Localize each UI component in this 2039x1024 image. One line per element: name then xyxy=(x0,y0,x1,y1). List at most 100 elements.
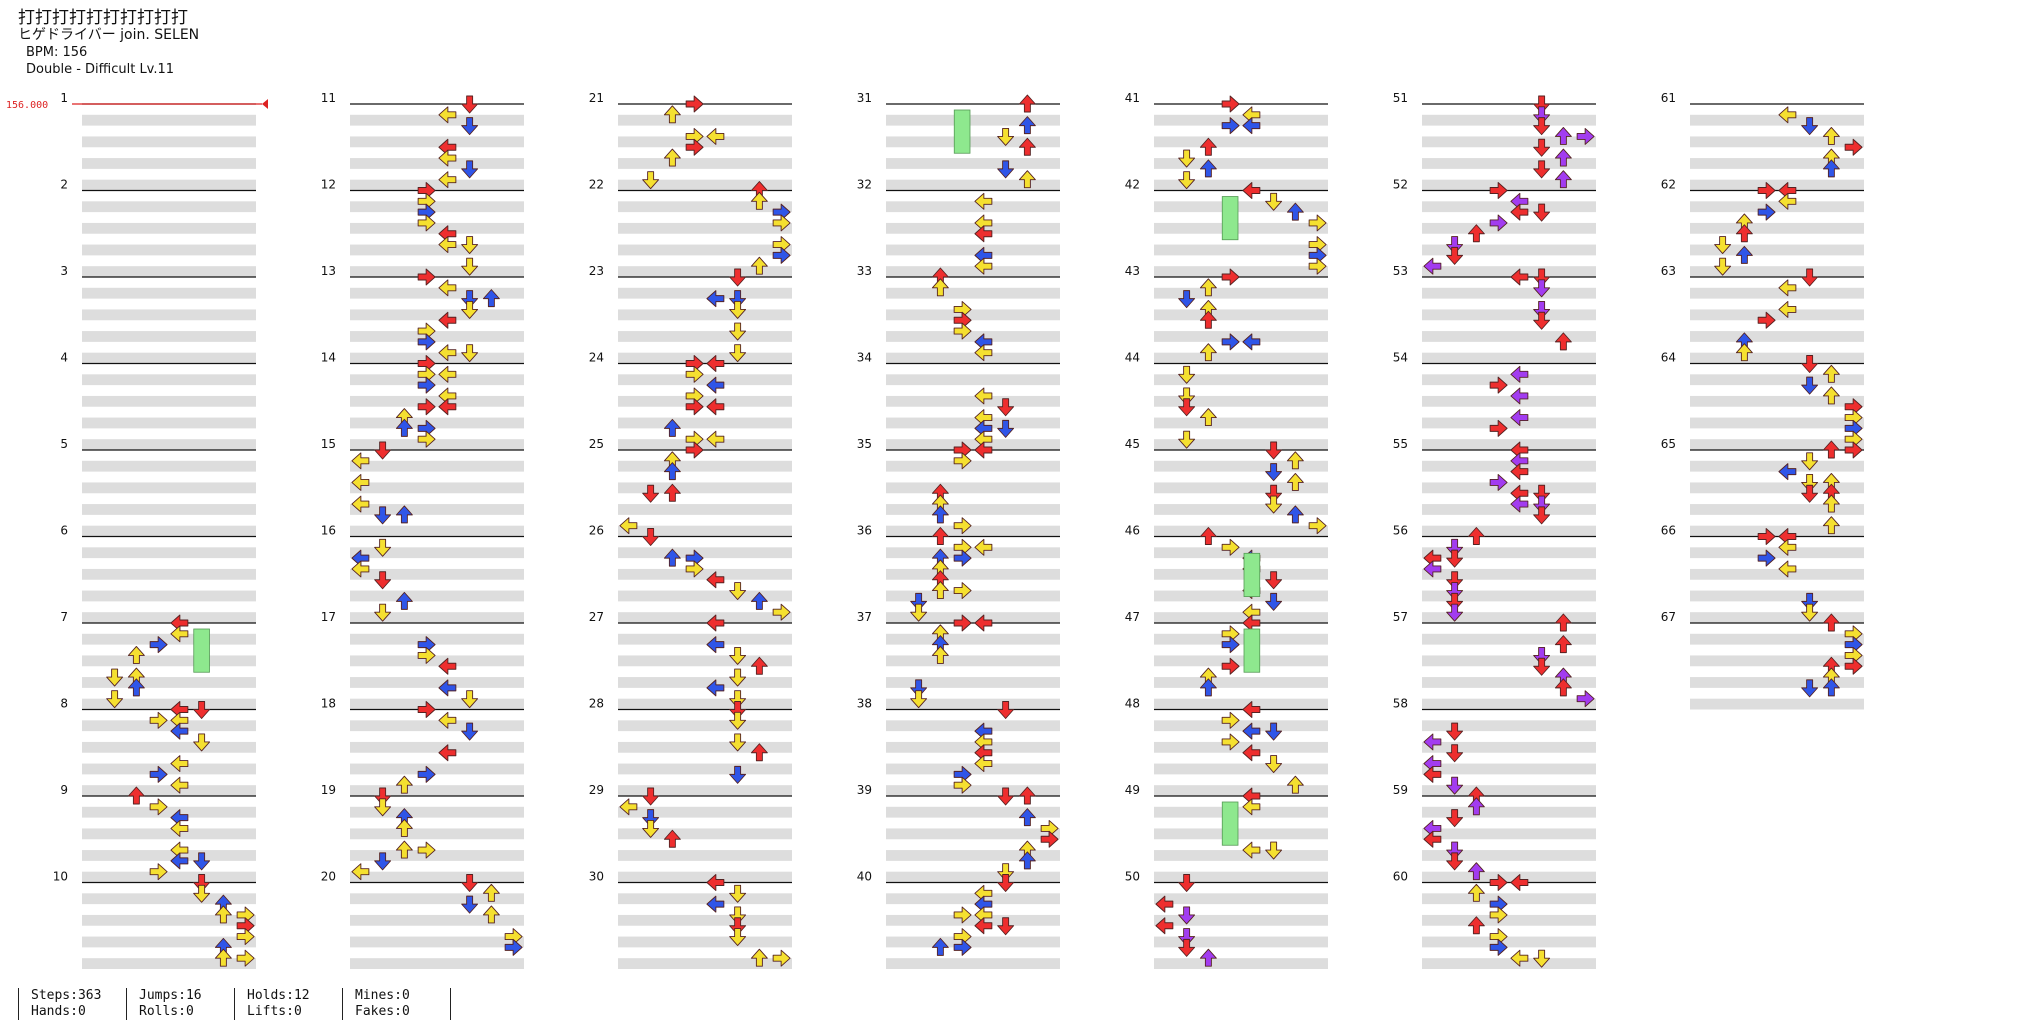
step-arrow xyxy=(170,625,189,643)
beat-band xyxy=(350,720,524,732)
step-arrow xyxy=(974,538,993,556)
song-artist: ヒゲドライバー join. SELEN xyxy=(18,27,200,43)
beat-band xyxy=(82,222,256,234)
step-arrow xyxy=(974,917,993,935)
step-arrow xyxy=(1822,386,1840,405)
beat-band xyxy=(1422,439,1596,450)
hold-body xyxy=(1243,552,1261,597)
measure-number: 18 xyxy=(321,697,336,711)
beat-band xyxy=(1422,114,1596,126)
measure-block: 6 xyxy=(60,524,256,623)
measure-block: 8 xyxy=(60,697,256,796)
beat-band xyxy=(350,525,524,537)
beat-band xyxy=(82,266,256,277)
step-arrow xyxy=(1265,841,1283,860)
beat-band xyxy=(82,850,256,861)
step-arrow xyxy=(1554,613,1572,632)
hold-body xyxy=(1221,196,1239,241)
step-arrow xyxy=(729,884,747,903)
measure-number: 57 xyxy=(1393,610,1408,624)
beat-band xyxy=(1154,806,1328,818)
measure-block: 46 xyxy=(1125,524,1328,623)
step-arrow xyxy=(1286,775,1304,794)
beat-band xyxy=(350,287,524,299)
step-arrow xyxy=(953,776,972,794)
beat-band xyxy=(1422,633,1596,645)
beat-band xyxy=(1422,698,1596,710)
step-arrow xyxy=(1018,170,1036,189)
step-arrow xyxy=(461,160,479,179)
step-arrow xyxy=(1155,895,1174,913)
beat-band xyxy=(1690,179,1864,191)
step-arrow xyxy=(663,548,681,567)
step-arrow xyxy=(1467,224,1485,243)
step-arrow xyxy=(417,268,436,286)
beat-band xyxy=(1422,158,1596,169)
beat-band xyxy=(1154,893,1328,905)
step-arrow xyxy=(1510,484,1529,502)
beat-band xyxy=(1422,374,1596,386)
step-arrow xyxy=(772,949,791,967)
measure-block: 40 xyxy=(857,870,1060,969)
step-arrow xyxy=(1554,126,1572,145)
beat-band xyxy=(82,763,256,775)
step-arrow xyxy=(1242,603,1261,621)
step-arrow xyxy=(1533,495,1551,514)
step-arrow xyxy=(374,441,392,460)
step-arrow xyxy=(395,505,413,524)
beat-band xyxy=(618,655,792,667)
step-arrow xyxy=(1221,268,1240,286)
step-arrow xyxy=(953,452,972,470)
step-arrow xyxy=(438,236,457,254)
step-arrow xyxy=(127,678,145,697)
step-arrow xyxy=(1446,603,1464,622)
bpm-marker-label: 156.000 xyxy=(6,100,48,111)
step-arrow xyxy=(1510,409,1529,427)
beat-band xyxy=(886,460,1060,472)
beat-band xyxy=(82,655,256,667)
step-arrow xyxy=(1822,126,1840,145)
step-arrow xyxy=(461,257,479,276)
step-arrow xyxy=(1286,202,1304,221)
measure-block: 23 xyxy=(589,264,792,364)
step-arrow xyxy=(931,278,949,297)
beat-band xyxy=(886,612,1060,623)
step-arrow xyxy=(1554,170,1572,189)
beat-band xyxy=(1422,136,1596,148)
beat-band xyxy=(1422,568,1596,580)
step-arrow xyxy=(1778,300,1797,318)
step-arrow xyxy=(1018,851,1036,870)
measure-number: 5 xyxy=(60,437,68,451)
measure-number: 36 xyxy=(857,524,872,538)
beat-band xyxy=(1690,222,1864,234)
beat-band xyxy=(1690,114,1864,126)
step-arrow xyxy=(1446,246,1464,265)
beat-band xyxy=(1154,677,1328,688)
step-arrow xyxy=(1714,257,1732,276)
step-arrow xyxy=(663,462,681,481)
stat-hands: Hands:0 xyxy=(31,1004,86,1019)
step-arrow xyxy=(1446,722,1464,741)
step-arrow xyxy=(729,268,747,287)
beat-band xyxy=(82,352,256,364)
step-arrow xyxy=(729,701,747,719)
step-arrow xyxy=(1467,883,1485,902)
beat-band xyxy=(618,547,792,559)
step-arrow xyxy=(685,441,704,459)
step-arrow xyxy=(1467,862,1485,881)
step-arrow xyxy=(910,603,928,622)
step-arrow xyxy=(1801,268,1819,287)
step-arrow xyxy=(1199,343,1217,362)
beat-band xyxy=(886,785,1060,796)
beat-band xyxy=(82,590,256,602)
stat-steps: Steps:363 xyxy=(31,988,102,1003)
bpm-marker-tip xyxy=(262,99,268,109)
step-arrow xyxy=(438,279,457,297)
step-arrow xyxy=(953,517,972,535)
step-arrow xyxy=(438,711,457,729)
step-arrow xyxy=(1489,938,1508,956)
beat-band xyxy=(1422,222,1596,234)
beat-band xyxy=(82,417,256,429)
measure-block: 58 xyxy=(1393,697,1596,796)
beat-band xyxy=(886,850,1060,861)
